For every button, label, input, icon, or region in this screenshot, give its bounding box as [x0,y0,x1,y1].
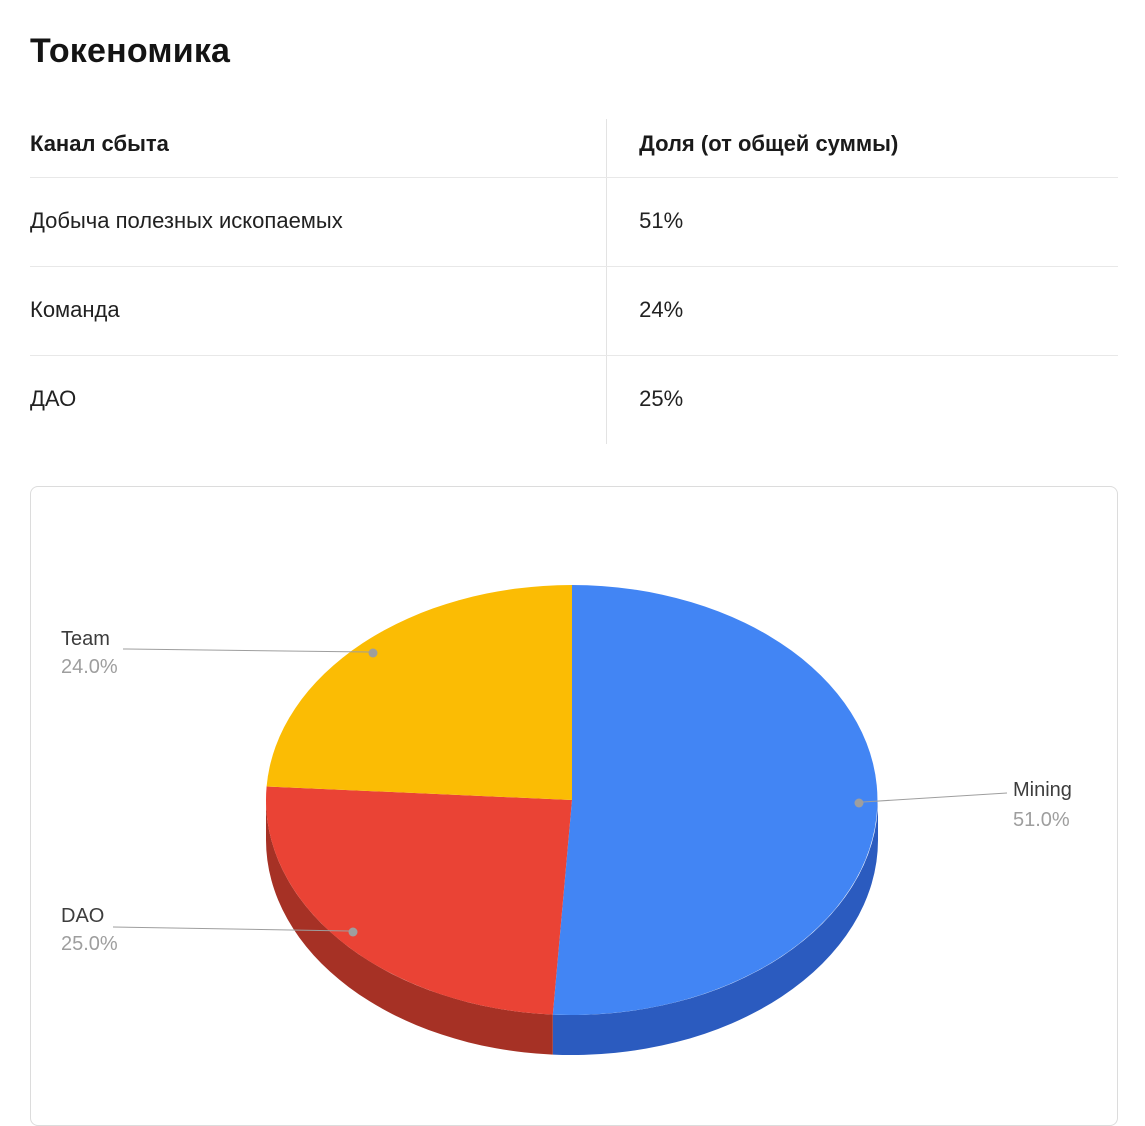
table-header-row: Канал сбыта Доля (от общей суммы) [30,119,1118,178]
page-title: Токеномика [30,32,231,70]
tokenomics-pie-chart: Team 24.0% DAO 25.0% Mining 51.0% [61,585,1072,1056]
team-callout-dot [368,648,378,658]
dao-percent-label: 25.0% [61,933,118,955]
table-header-channel: Канал сбыта [30,119,607,178]
mining-percent-label: 51.0% [1013,809,1070,831]
table-row: ДАО 25% [30,355,1118,444]
pie-slice-team[interactable] [266,585,572,800]
mining-leader-line [862,792,1008,803]
chart-panel: Team 24.0% DAO 25.0% Mining 51.0% [30,486,1118,1126]
channel-cell: ДАО [30,386,77,411]
pie-slice-dao[interactable] [265,786,572,1015]
share-cell: 51% [606,177,1118,267]
channel-cell: Команда [30,266,607,356]
mining-callout-dot [854,798,864,808]
pie-side-dao [266,800,553,1055]
pie-side-mining [552,800,878,1056]
team-label: Team [61,628,110,650]
pie-slice-mining[interactable] [552,585,878,1015]
mining-label: Mining [1013,779,1072,801]
dao-leader-line [112,926,350,932]
table-row: Добыча полезных ископаемых 51% [30,177,1118,267]
share-cell: 24% [606,266,1118,356]
table-row: Команда 24% [30,266,1118,356]
share-cell: 25% [606,355,1118,444]
team-leader-line [122,648,370,653]
table-header-share: Доля (от общей суммы) [606,119,1118,178]
dao-callout-dot [348,927,358,937]
channel-cell: Добыча полезных ископаемых [30,177,607,267]
dao-label: DAO [61,905,104,927]
tokenomics-table: Канал сбыта Доля (от общей суммы) Добыча… [30,119,1118,444]
team-percent-label: 24.0% [61,656,118,678]
